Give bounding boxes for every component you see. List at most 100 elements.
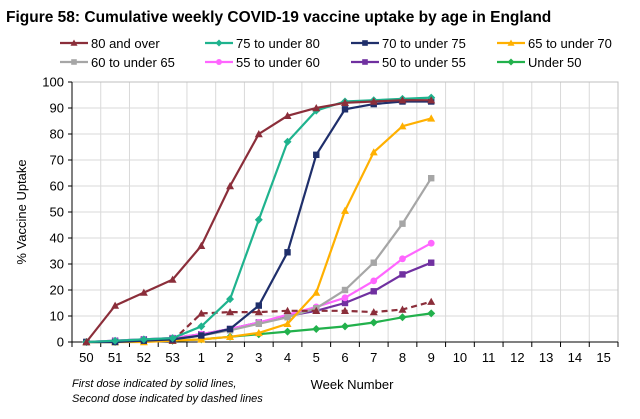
data-point [111, 336, 120, 345]
data-point [341, 299, 349, 307]
y-tick-label: 0 [57, 335, 64, 350]
x-tick-label: 9 [428, 350, 435, 365]
y-tick-label: 80 [50, 127, 64, 142]
data-point [398, 305, 407, 313]
data-point [139, 288, 148, 296]
data-point [369, 97, 378, 105]
data-point [341, 98, 349, 106]
x-tick-label: 5 [313, 350, 320, 365]
data-point [226, 332, 235, 340]
data-point [507, 58, 515, 66]
data-point [283, 327, 292, 336]
data-point [197, 241, 206, 249]
y-axis-label: % Vaccine Uptake [14, 159, 29, 264]
data-point [198, 332, 205, 339]
data-point [226, 295, 235, 304]
data-point [341, 294, 349, 302]
data-point [168, 334, 177, 343]
legend-item: 55 to under 60 [205, 55, 320, 70]
chart-title: Figure 58: Cumulative weekly COVID-19 va… [6, 9, 551, 26]
legend-label: 75 to under 80 [236, 36, 320, 51]
legend-label: 80 and over [91, 36, 160, 51]
y-tick-label: 20 [50, 283, 64, 298]
data-point [312, 306, 321, 314]
data-point [341, 106, 349, 113]
x-tick-label: 12 [510, 350, 524, 365]
x-tick-label: 11 [482, 350, 496, 365]
data-point [362, 59, 368, 65]
data-point [215, 39, 223, 47]
data-point [399, 271, 406, 278]
y-tick-label: 30 [50, 257, 64, 272]
series-group [82, 93, 436, 346]
y-tick-label: 40 [50, 231, 64, 246]
data-point [254, 328, 263, 337]
legend-item: 50 to under 55 [351, 55, 466, 70]
data-point [369, 308, 378, 316]
y-tick-label: 60 [50, 179, 64, 194]
x-tick-label: 3 [255, 350, 262, 365]
data-point [341, 306, 349, 314]
data-point [284, 249, 291, 256]
y-tick-label: 90 [50, 101, 64, 116]
x-tick-label: 13 [539, 350, 553, 365]
data-point [507, 39, 515, 46]
data-point [226, 308, 235, 316]
x-tick-label: 50 [79, 350, 93, 365]
data-point [369, 318, 378, 327]
data-point [197, 309, 206, 317]
legend-label: 60 to under 65 [91, 55, 175, 70]
footnote-line-1: First dose indicated by solid lines, [72, 378, 236, 390]
data-point [399, 220, 406, 227]
y-tick-label: 10 [50, 309, 64, 324]
x-tick-label: 52 [137, 350, 151, 365]
legend-label: 50 to under 55 [382, 55, 466, 70]
legend-item: 65 to under 70 [497, 36, 612, 51]
data-point [168, 275, 177, 283]
x-tick-label: 6 [341, 350, 348, 365]
data-point [283, 319, 292, 327]
legend-label: 70 to under 75 [382, 36, 466, 51]
data-point [341, 206, 349, 214]
data-point [341, 286, 349, 294]
x-axis-label: Week Number [311, 377, 395, 392]
data-point [197, 335, 206, 343]
data-point [82, 338, 91, 346]
data-point [139, 335, 148, 344]
series-line [86, 242, 432, 344]
data-point [197, 322, 206, 331]
data-point [71, 59, 77, 65]
data-point [283, 137, 292, 146]
data-point [370, 259, 377, 266]
legend-label: 55 to under 60 [236, 55, 320, 70]
y-tick-label: 70 [50, 153, 64, 168]
series-80-and-over [82, 96, 436, 346]
data-point [312, 325, 321, 333]
x-tick-label: 10 [453, 350, 467, 365]
x-tick-label: 8 [399, 350, 406, 365]
x-tick-label: 1 [198, 350, 205, 365]
footnote-line-2: Second dose indicated by dashed lines [72, 393, 263, 405]
x-tick-label: 14 [568, 350, 582, 365]
x-tick-label: 4 [284, 350, 291, 365]
data-point [312, 104, 321, 112]
legend: 80 and over 75 to under 80 70 to under 75 6… [60, 36, 612, 70]
x-tick-label: 53 [165, 350, 179, 365]
data-point [398, 122, 407, 130]
x-tick-label: 2 [226, 350, 233, 365]
data-point [428, 259, 435, 266]
legend-item: 60 to under 65 [60, 55, 175, 70]
x-tick-label: 15 [596, 350, 610, 365]
data-point [283, 306, 292, 314]
data-point [255, 320, 262, 327]
data-point [399, 255, 406, 263]
legend-item: 75 to under 80 [205, 36, 320, 51]
data-point [254, 130, 263, 138]
series-line [86, 177, 433, 344]
data-point [398, 313, 407, 322]
data-point [427, 96, 436, 104]
data-point [370, 277, 378, 285]
legend-label: 65 to under 70 [528, 36, 612, 51]
data-point [70, 39, 78, 46]
